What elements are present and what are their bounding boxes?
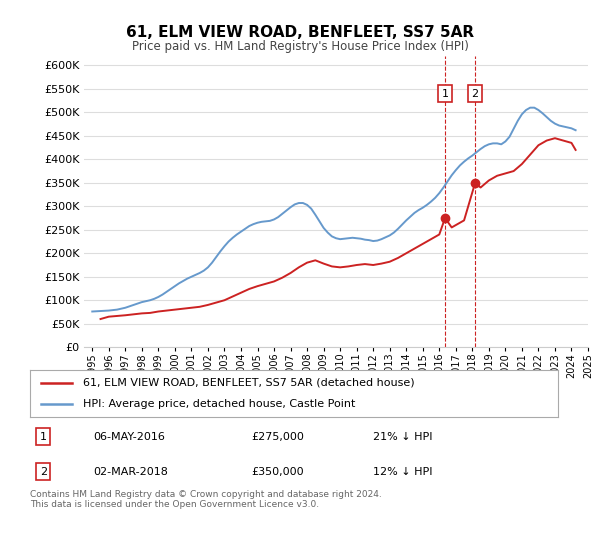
Text: 12% ↓ HPI: 12% ↓ HPI xyxy=(373,466,433,477)
Text: £275,000: £275,000 xyxy=(252,432,305,442)
Text: 21% ↓ HPI: 21% ↓ HPI xyxy=(373,432,433,442)
Text: HPI: Average price, detached house, Castle Point: HPI: Average price, detached house, Cast… xyxy=(83,399,355,409)
Text: 1: 1 xyxy=(442,88,449,99)
Text: 61, ELM VIEW ROAD, BENFLEET, SS7 5AR: 61, ELM VIEW ROAD, BENFLEET, SS7 5AR xyxy=(126,25,474,40)
Text: 2: 2 xyxy=(40,466,47,477)
Text: 2: 2 xyxy=(472,88,479,99)
Text: Price paid vs. HM Land Registry's House Price Index (HPI): Price paid vs. HM Land Registry's House … xyxy=(131,40,469,53)
Text: 1: 1 xyxy=(40,432,47,442)
Text: Contains HM Land Registry data © Crown copyright and database right 2024.
This d: Contains HM Land Registry data © Crown c… xyxy=(30,490,382,510)
Text: 06-MAY-2016: 06-MAY-2016 xyxy=(94,432,165,442)
Text: £350,000: £350,000 xyxy=(252,466,304,477)
Text: 61, ELM VIEW ROAD, BENFLEET, SS7 5AR (detached house): 61, ELM VIEW ROAD, BENFLEET, SS7 5AR (de… xyxy=(83,378,415,388)
Text: 02-MAR-2018: 02-MAR-2018 xyxy=(94,466,168,477)
